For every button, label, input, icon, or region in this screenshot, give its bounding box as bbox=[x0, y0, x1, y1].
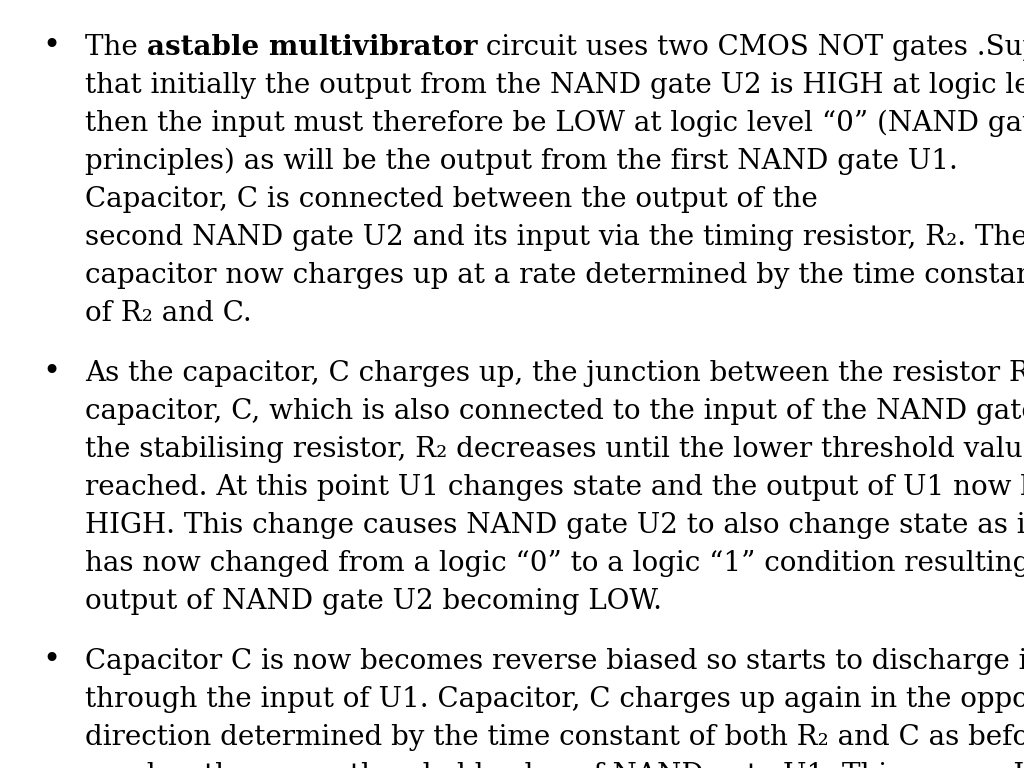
Text: reaches the upper threshold value of NAND gate U1. This causes U1 to: reaches the upper threshold value of NAN… bbox=[85, 762, 1024, 768]
Text: then the input must therefore be LOW at logic level “0” (NAND gate: then the input must therefore be LOW at … bbox=[85, 110, 1024, 137]
Text: •: • bbox=[42, 357, 60, 388]
Text: The: The bbox=[85, 34, 146, 61]
Text: the stabilising resistor, R₂ decreases until the lower threshold value of U1 is: the stabilising resistor, R₂ decreases u… bbox=[85, 436, 1024, 463]
Text: astable multivibrator: astable multivibrator bbox=[146, 34, 477, 61]
Text: capacitor now charges up at a rate determined by the time constant: capacitor now charges up at a rate deter… bbox=[85, 262, 1024, 289]
Text: HIGH. This change causes NAND gate U2 to also change state as its input: HIGH. This change causes NAND gate U2 to… bbox=[85, 512, 1024, 539]
Text: principles) as will be the output from the first NAND gate U1.: principles) as will be the output from t… bbox=[85, 147, 957, 175]
Text: As the capacitor, C charges up, the junction between the resistor R₂ and the: As the capacitor, C charges up, the junc… bbox=[85, 360, 1024, 387]
Text: •: • bbox=[42, 645, 60, 676]
Text: Capacitor C is now becomes reverse biased so starts to discharge itself: Capacitor C is now becomes reverse biase… bbox=[85, 648, 1024, 675]
Text: direction determined by the time constant of both R₂ and C as before until it: direction determined by the time constan… bbox=[85, 724, 1024, 751]
Text: through the input of U1. Capacitor, C charges up again in the opposite: through the input of U1. Capacitor, C ch… bbox=[85, 686, 1024, 713]
Text: reached. At this point U1 changes state and the output of U1 now becomes: reached. At this point U1 changes state … bbox=[85, 474, 1024, 501]
Text: capacitor, C, which is also connected to the input of the NAND gate U1 via: capacitor, C, which is also connected to… bbox=[85, 398, 1024, 425]
Text: Capacitor, C is connected between the output of the: Capacitor, C is connected between the ou… bbox=[85, 186, 818, 213]
Text: has now changed from a logic “0” to a logic “1” condition resulting in the: has now changed from a logic “0” to a lo… bbox=[85, 550, 1024, 577]
Text: output of NAND gate U2 becoming LOW.: output of NAND gate U2 becoming LOW. bbox=[85, 588, 662, 615]
Text: •: • bbox=[42, 31, 60, 62]
Text: of R₂ and C.: of R₂ and C. bbox=[85, 300, 252, 327]
Text: circuit uses two CMOS NOT gates .Suppose: circuit uses two CMOS NOT gates .Suppose bbox=[477, 34, 1024, 61]
Text: second NAND gate U2 and its input via the timing resistor, R₂. The: second NAND gate U2 and its input via th… bbox=[85, 224, 1024, 251]
Text: that initially the output from the NAND gate U2 is HIGH at logic level “1”,: that initially the output from the NAND … bbox=[85, 72, 1024, 99]
